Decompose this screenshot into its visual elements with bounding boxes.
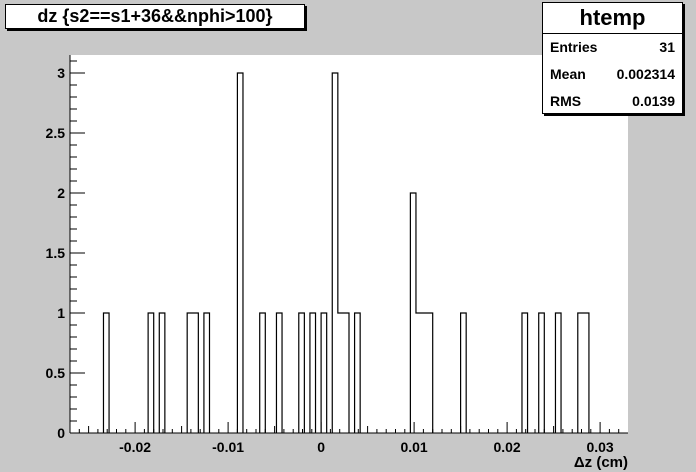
mean-label: Mean [550, 66, 586, 82]
histogram-outline [102, 72, 590, 433]
x-tick-label: 0.03 [586, 439, 613, 455]
stats-name: htemp [543, 3, 682, 34]
y-tick-label: 2 [57, 185, 65, 201]
rms-value: 0.0139 [632, 93, 675, 109]
histogram-title: dz {s2==s1+36&&nphi>100} [5, 4, 305, 29]
stats-entries-row: Entries 31 [543, 34, 682, 61]
y-tick-label: 0.5 [46, 365, 66, 381]
rms-label: RMS [550, 93, 582, 109]
x-tick-label: -0.01 [212, 439, 244, 455]
stats-mean-row: Mean 0.002314 [543, 61, 682, 88]
entries-value: 31 [659, 39, 675, 55]
y-tick-label: 1.5 [46, 245, 66, 261]
x-tick-label: 0.02 [493, 439, 520, 455]
stats-box: htemp Entries 31 Mean 0.002314 RMS 0.013… [542, 2, 683, 114]
y-tick-label: 0 [57, 425, 65, 441]
x-axis-label: Δz (cm) [574, 454, 628, 471]
entries-label: Entries [550, 39, 598, 55]
axes: -0.02 -0.01 0 0.01 0.02 0.03 0 0.5 1 1.5 2 2.5 3 [46, 55, 628, 455]
y-tick-label: 3 [57, 65, 65, 81]
mean-value: 0.002314 [616, 66, 675, 82]
x-tick-label: 0 [317, 439, 325, 455]
y-tick-label: 2.5 [46, 125, 66, 141]
y-tick-label: 1 [57, 305, 65, 321]
stats-rms-row: RMS 0.0139 [543, 88, 682, 115]
x-tick-label: -0.02 [119, 439, 151, 455]
x-tick-label: 0.01 [400, 439, 427, 455]
